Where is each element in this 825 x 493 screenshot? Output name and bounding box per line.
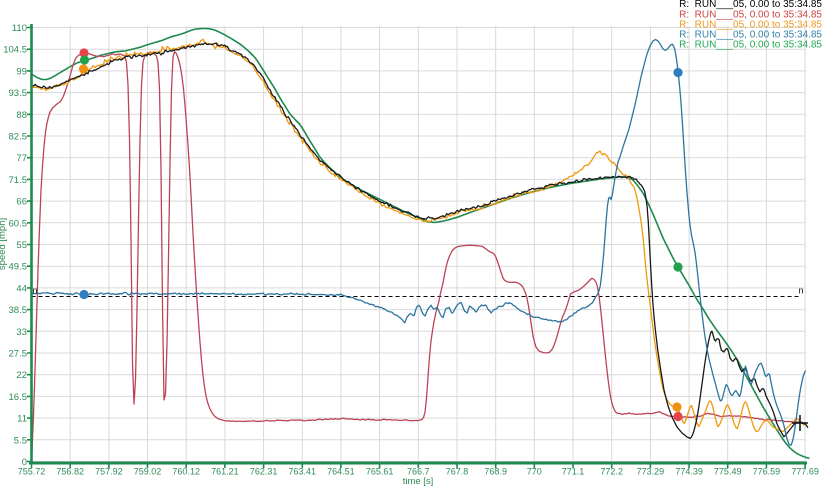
- svg-text:93.5: 93.5: [9, 88, 28, 99]
- svg-text:71.5: 71.5: [9, 175, 28, 186]
- svg-text:speed [mph]: speed [mph]: [0, 218, 8, 270]
- svg-text:66: 66: [16, 197, 27, 208]
- svg-text:16.5: 16.5: [9, 392, 28, 403]
- svg-text:99: 99: [16, 66, 27, 77]
- svg-text:5.5: 5.5: [14, 435, 27, 446]
- svg-text:763.41: 763.41: [289, 467, 317, 477]
- svg-text:R: RUN___05, 0.00 to 35:34.85: R: RUN___05, 0.00 to 35:34.85: [679, 40, 822, 51]
- svg-text:777.69: 777.69: [791, 467, 819, 477]
- svg-text:60.5: 60.5: [9, 218, 28, 229]
- svg-text:756.82: 756.82: [56, 467, 84, 477]
- svg-text:49.5: 49.5: [9, 262, 28, 273]
- svg-text:757.92: 757.92: [95, 467, 123, 477]
- svg-text:27.5: 27.5: [9, 349, 28, 360]
- svg-text:760.12: 760.12: [172, 467, 200, 477]
- svg-text:R: RUN___05, 0.00 to 35:34.85: R: RUN___05, 0.00 to 35:34.85: [679, 0, 822, 10]
- svg-text:22: 22: [16, 370, 27, 381]
- svg-text:776.59: 776.59: [753, 467, 781, 477]
- svg-text:11: 11: [17, 414, 27, 425]
- svg-text:77: 77: [16, 153, 27, 164]
- svg-text:33: 33: [16, 327, 27, 338]
- svg-text:88: 88: [16, 110, 27, 121]
- svg-text:773.29: 773.29: [637, 467, 665, 477]
- svg-text:0: 0: [22, 457, 27, 468]
- svg-text:R: RUN___05, 0.00 to 35:34.85: R: RUN___05, 0.00 to 35:34.85: [679, 9, 822, 20]
- svg-text:759.02: 759.02: [134, 467, 162, 477]
- svg-text:768.9: 768.9: [484, 467, 507, 477]
- svg-text:762.31: 762.31: [250, 467, 278, 477]
- svg-text:R: RUN___05, 0.00 to 35:34.85: R: RUN___05, 0.00 to 35:34.85: [679, 30, 822, 41]
- svg-text:755.72: 755.72: [18, 467, 46, 477]
- svg-text:761.21: 761.21: [211, 467, 239, 477]
- svg-text:775.49: 775.49: [714, 467, 742, 477]
- svg-text:770: 770: [527, 467, 542, 477]
- svg-text:82.5: 82.5: [9, 132, 28, 143]
- svg-text:55: 55: [16, 240, 27, 251]
- svg-text:772.2: 772.2: [600, 467, 623, 477]
- svg-text:766.7: 766.7: [407, 467, 430, 477]
- svg-text:771.1: 771.1: [562, 467, 585, 477]
- svg-text:n: n: [33, 286, 38, 296]
- svg-text:765.61: 765.61: [366, 467, 394, 477]
- svg-text:38.5: 38.5: [9, 305, 28, 316]
- svg-text:104.5: 104.5: [3, 45, 27, 56]
- svg-text:44: 44: [16, 283, 27, 294]
- svg-text:764.51: 764.51: [327, 467, 355, 477]
- svg-text:110: 110: [12, 23, 27, 34]
- svg-text:R: RUN___05, 0.00 to 35:34.85: R: RUN___05, 0.00 to 35:34.85: [679, 19, 822, 30]
- svg-text:767.8: 767.8: [446, 467, 469, 477]
- svg-text:time [s]: time [s]: [403, 476, 434, 487]
- svg-text:774.39: 774.39: [675, 467, 703, 477]
- svg-text:n: n: [799, 286, 804, 296]
